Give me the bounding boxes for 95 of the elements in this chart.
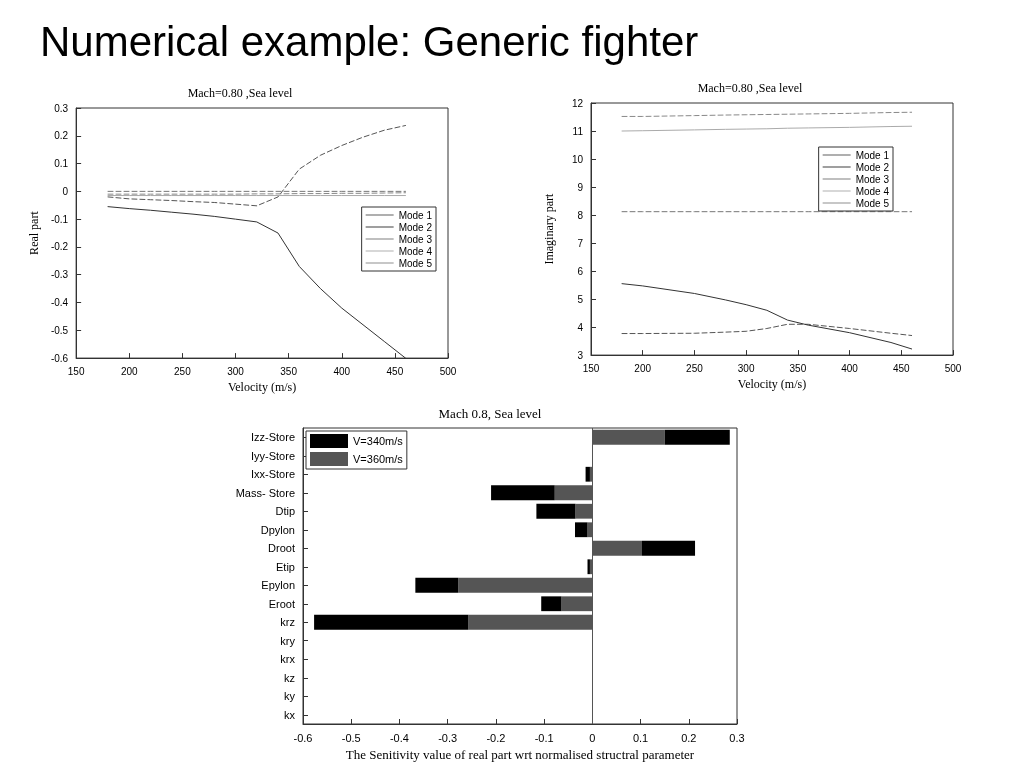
x-tick-label: 150 (582, 362, 600, 374)
y-tick-label: 4 (577, 321, 584, 333)
y-tick-label: ky (284, 690, 296, 703)
y-tick-label: kz (284, 671, 295, 684)
x-tick-label: 200 (634, 362, 652, 374)
y-tick-label: -0.6 (50, 352, 69, 364)
y-tick-label: 9 (577, 181, 584, 193)
bar (491, 485, 555, 501)
legend-label: Mode 3 (855, 173, 890, 185)
x-axis-title: Velocity (m/s) (227, 380, 297, 394)
y-tick-label: 12 (571, 97, 584, 109)
y-tick-label: Epylon (261, 579, 295, 592)
y-tick-label: 5 (577, 293, 584, 305)
y-tick-label: Izz-Store (250, 431, 295, 444)
legend-label: Mode 2 (398, 221, 433, 233)
y-tick-label: -0.3 (50, 269, 69, 281)
bar (314, 614, 469, 630)
x-tick-label: 250 (686, 362, 704, 374)
chart-title: Mach 0.8, Sea level (438, 406, 542, 421)
y-tick-label: 11 (572, 125, 584, 137)
x-axis-title: The Senitivity value of real part wrt normalised structral parameter (345, 746, 695, 762)
bar (536, 503, 576, 519)
y-tick-label: 3 (577, 349, 584, 361)
legend-label: Mode 4 (398, 245, 433, 257)
y-tick-label: 7 (577, 237, 584, 249)
x-tick-label: 0 (589, 731, 596, 744)
y-axis-title: Real part (27, 210, 41, 255)
bar (585, 466, 590, 482)
y-tick-label: -0.5 (50, 324, 69, 336)
line-series (107, 125, 406, 207)
y-tick-label: 8 (577, 209, 584, 221)
y-tick-label: Mass- Store (235, 486, 295, 499)
x-tick-label: 450 (892, 362, 911, 374)
y-tick-label: Droot (268, 542, 295, 555)
y-tick-label: 10 (571, 153, 584, 165)
text: Numerical example: Generic fighter (40, 18, 699, 66)
x-tick-label: 0.2 (681, 731, 697, 744)
x-tick-label: 300 (737, 362, 755, 374)
x-tick-label: 450 (386, 365, 404, 377)
legend-label: V=340m/s (353, 435, 404, 447)
y-tick-label: Ixx-Store (250, 468, 295, 481)
y-tick-label: 0.2 (54, 130, 69, 142)
y-axis-title: Imaginary part (542, 192, 556, 265)
x-tick-label: 500 (944, 362, 962, 374)
y-tick-label: kx (284, 708, 296, 721)
x-tick-label: 400 (333, 365, 351, 377)
y-tick-label: krx (280, 653, 296, 666)
y-tick-label: Eroot (268, 597, 295, 610)
y-tick-label: krz (280, 616, 295, 629)
line-series (621, 323, 913, 336)
x-tick-label: -0.1 (534, 731, 554, 744)
x-tick-label: 500 (439, 365, 457, 377)
bar (415, 577, 459, 593)
x-tick-label: 350 (789, 362, 807, 374)
x-tick-label: 400 (841, 362, 859, 374)
y-tick-label: Dpylon (260, 523, 295, 536)
x-tick-label: -0.2 (486, 731, 506, 744)
x-tick-label: 200 (120, 365, 139, 377)
bar (664, 429, 730, 445)
y-tick-label: 0 (62, 185, 69, 197)
legend-label: Mode 5 (855, 197, 890, 209)
chart-title: Mach=0.80 ,Sea level (697, 81, 804, 95)
x-tick-label: 350 (280, 365, 298, 377)
bar (541, 596, 562, 612)
x-tick-label: 150 (67, 365, 85, 377)
legend-label: Mode 1 (855, 149, 890, 161)
chart-title: Mach=0.80 ,Sea level (187, 86, 294, 100)
x-tick-label: -0.3 (438, 731, 458, 744)
y-tick-label: 6 (577, 265, 584, 277)
y-tick-label: Iyy-Store (250, 449, 295, 462)
y-tick-label: -0.1 (50, 213, 69, 225)
x-tick-label: 0.1 (632, 731, 649, 744)
y-tick-label: -0.2 (50, 241, 69, 253)
x-tick-label: 300 (227, 365, 245, 377)
bar (574, 522, 588, 538)
legend-label: Mode 4 (855, 185, 890, 197)
y-tick-label: -0.4 (50, 297, 69, 309)
y-tick-label: 0.1 (54, 158, 69, 170)
legend-label: Mode 5 (398, 257, 433, 269)
x-tick-label: -0.6 (293, 731, 313, 744)
x-tick-label: 0.3 (729, 731, 745, 744)
legend-label: Mode 3 (398, 233, 433, 245)
y-tick-label: Etip (276, 560, 295, 573)
line-series (621, 283, 913, 350)
x-tick-label: 250 (174, 365, 192, 377)
y-tick-label: kry (280, 634, 296, 647)
x-tick-label: -0.5 (341, 731, 361, 744)
x-axis-title: Velocity (m/s) (737, 377, 807, 391)
x-tick-label: -0.4 (389, 731, 409, 744)
legend-label: Mode 2 (855, 161, 890, 173)
legend-label: V=360m/s (353, 453, 404, 465)
legend-label: Mode 1 (398, 209, 433, 221)
y-tick-label: Dtip (275, 505, 295, 518)
y-tick-label: 0.3 (54, 102, 69, 114)
bar (642, 540, 696, 556)
